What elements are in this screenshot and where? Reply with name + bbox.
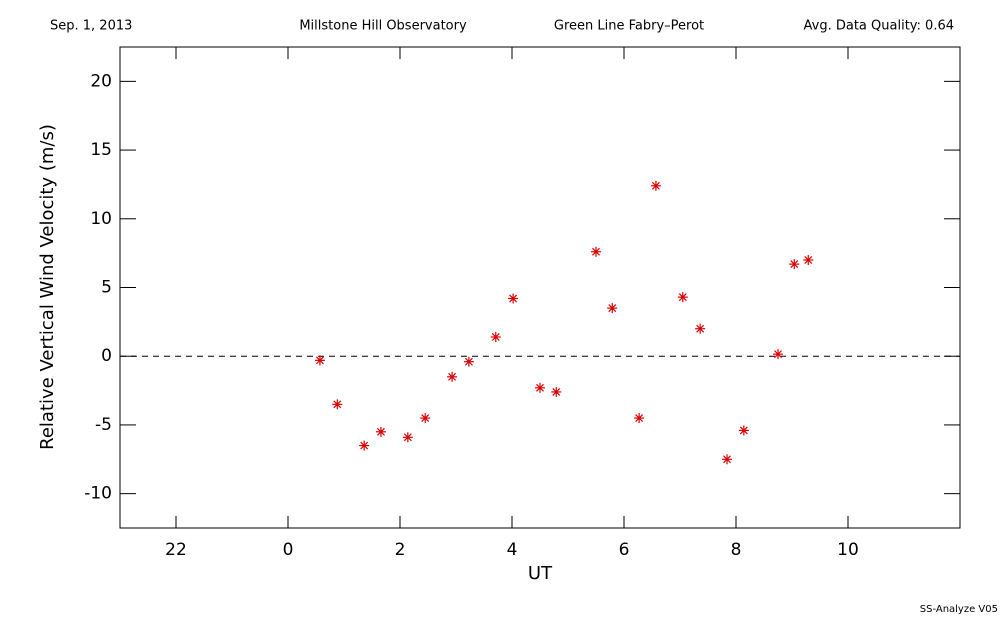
data-point — [420, 413, 431, 424]
marker-stroke — [804, 256, 813, 264]
marker-stroke — [552, 387, 561, 396]
y-axis-label: Relative Vertical Wind Velocity (m/s) — [37, 124, 58, 450]
marker-stroke — [448, 372, 457, 381]
marker-stroke — [635, 414, 644, 423]
x-tick-label: 10 — [837, 540, 859, 560]
x-tick-label: 2 — [395, 540, 406, 560]
data-point — [650, 180, 661, 191]
marker-stroke — [651, 181, 660, 190]
marker-stroke — [790, 260, 799, 269]
y-tick-label: 15 — [90, 140, 112, 160]
x-tick-label: 6 — [619, 540, 630, 560]
data-point — [402, 432, 413, 443]
data-point — [535, 382, 545, 393]
data-point — [634, 413, 645, 424]
marker-stroke — [360, 441, 369, 450]
plot-frame — [119, 46, 961, 529]
x-tick-label: 0 — [283, 540, 294, 560]
marker-stroke — [696, 324, 705, 333]
y-tick-label: 20 — [90, 71, 112, 91]
marker-stroke — [421, 414, 430, 423]
data-point — [803, 255, 814, 266]
x-axis-label: UT — [528, 563, 553, 584]
header-observatory: Millstone Hill Observatory — [299, 19, 467, 34]
data-point — [332, 399, 343, 410]
marker-stroke — [723, 455, 731, 464]
marker-stroke — [464, 357, 473, 366]
marker-stroke — [608, 304, 617, 313]
footer: SS-Analyze V05 — [920, 604, 998, 615]
data-point — [773, 349, 783, 360]
x-tick-label: 8 — [731, 540, 742, 560]
marker-stroke — [315, 356, 324, 365]
y-tick-label: 5 — [101, 278, 112, 298]
marker-stroke — [491, 333, 500, 341]
y-tick-label: -10 — [84, 484, 112, 504]
marker-stroke — [333, 400, 342, 409]
data-point — [447, 371, 458, 382]
data-point — [591, 246, 601, 257]
y-tick-label: 10 — [90, 209, 112, 229]
data-point — [463, 356, 474, 367]
marker-stroke — [774, 350, 782, 359]
x-tick-label: 4 — [507, 540, 518, 560]
marker-stroke — [739, 426, 748, 435]
header-date: Sep. 1, 2013 — [50, 19, 132, 34]
x-tick-label: 22 — [165, 540, 187, 560]
data-point — [359, 440, 370, 451]
marker-stroke — [592, 247, 600, 256]
data-point — [722, 454, 733, 465]
marker-stroke — [377, 427, 385, 436]
header-instrument: Green Line Fabry–Perot — [554, 19, 704, 34]
header-quality: Avg. Data Quality: 0.64 — [804, 19, 954, 34]
data-point — [789, 259, 800, 270]
marker-stroke — [678, 293, 687, 302]
y-tick-label: -5 — [95, 415, 112, 435]
data-point — [695, 323, 706, 334]
data-point — [677, 292, 688, 303]
data-point — [738, 425, 749, 436]
marker-stroke — [403, 433, 412, 442]
data-point — [508, 293, 519, 304]
data-point — [607, 303, 618, 314]
marker-stroke — [509, 294, 518, 303]
data-point — [314, 355, 325, 366]
y-tick-label: 0 — [101, 346, 112, 366]
data-point — [375, 426, 386, 437]
data-point — [551, 386, 562, 397]
data-point — [490, 331, 501, 342]
marker-stroke — [536, 383, 544, 392]
